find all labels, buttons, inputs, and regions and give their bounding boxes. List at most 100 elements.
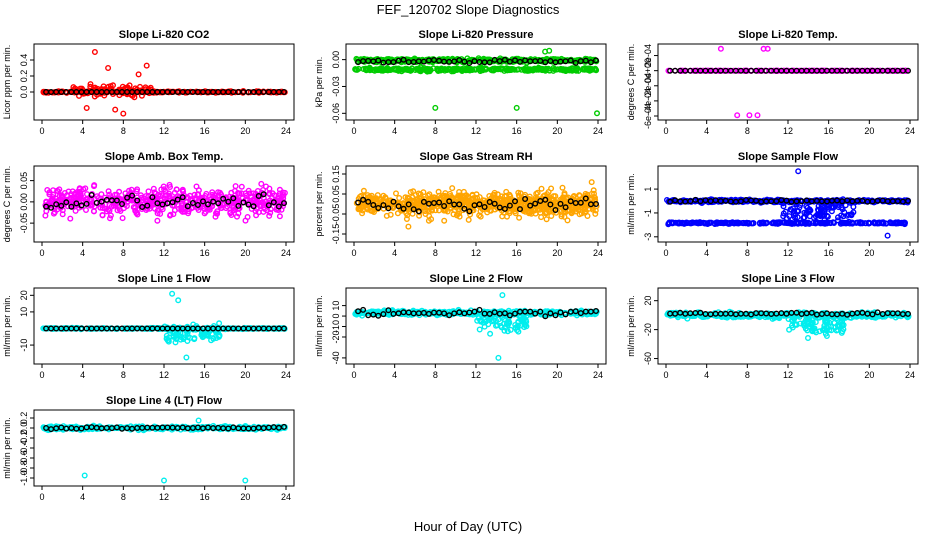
data-point — [594, 110, 601, 117]
data-point — [666, 220, 673, 227]
data-point — [848, 210, 855, 217]
series-3 — [83, 49, 150, 117]
data-point — [191, 335, 198, 342]
data-point — [441, 217, 448, 224]
data-point — [215, 333, 222, 340]
data-point — [512, 324, 519, 331]
data-point — [576, 211, 583, 218]
data-point — [250, 203, 257, 210]
data-point — [459, 198, 466, 205]
data-point — [780, 203, 787, 210]
y-tick-label: -4e-04 — [643, 88, 653, 114]
y-tick-label: -0.06 — [331, 103, 341, 124]
panel-title: Slope Li-820 Pressure — [419, 29, 534, 41]
data-point — [228, 211, 235, 218]
x-tick-label: 24 — [281, 126, 291, 136]
y-tick-label: 0.05 — [331, 185, 341, 203]
data-point — [425, 310, 432, 317]
data-point — [884, 232, 891, 239]
panel-title: Slope Gas Stream RH — [419, 151, 532, 163]
data-point — [593, 200, 600, 207]
data-point — [255, 192, 262, 199]
data-point — [281, 200, 288, 207]
data-point — [494, 195, 501, 202]
data-point — [448, 205, 455, 212]
data-point — [501, 56, 508, 63]
y-tick-label: -3 — [643, 233, 653, 241]
panel-points — [40, 290, 288, 361]
data-point — [475, 315, 482, 322]
data-point — [135, 71, 142, 78]
data-point — [675, 314, 682, 321]
data-point — [117, 207, 124, 214]
data-point — [480, 319, 487, 326]
series-4 — [355, 306, 600, 320]
data-point — [503, 192, 510, 199]
data-point — [83, 104, 90, 111]
data-point — [886, 67, 893, 74]
data-point — [542, 196, 549, 203]
data-point — [491, 56, 498, 63]
data-point — [189, 199, 196, 206]
data-point — [561, 190, 568, 197]
data-point — [461, 58, 468, 65]
data-point — [515, 328, 522, 335]
data-point — [276, 190, 283, 197]
data-point — [179, 194, 186, 201]
data-point — [788, 206, 795, 213]
data-point — [575, 205, 582, 212]
data-point — [456, 57, 463, 64]
data-point — [145, 188, 152, 195]
data-point — [128, 186, 135, 193]
data-point — [263, 183, 270, 190]
data-point — [68, 191, 75, 198]
data-point — [55, 188, 62, 195]
data-point — [136, 83, 143, 90]
data-point — [506, 58, 513, 65]
data-point — [396, 194, 403, 201]
data-point — [179, 187, 186, 194]
data-point — [144, 202, 151, 209]
data-point — [48, 204, 55, 211]
x-tick-label: 12 — [471, 248, 481, 258]
data-point — [441, 202, 448, 209]
data-point — [124, 194, 131, 201]
data-point — [44, 186, 51, 193]
data-point — [476, 212, 483, 219]
data-point — [230, 195, 237, 202]
data-point — [83, 200, 90, 207]
series-3 — [432, 47, 601, 117]
panel-points — [352, 47, 601, 117]
data-point — [106, 201, 113, 208]
data-point — [267, 209, 274, 216]
data-point — [543, 216, 550, 223]
data-point — [515, 189, 522, 196]
data-point — [538, 185, 545, 192]
data-point — [112, 106, 119, 113]
panel-title: Slope Sample Flow — [738, 151, 839, 163]
y-tick-label: -0.03 — [331, 76, 341, 97]
data-point — [591, 190, 598, 197]
data-point — [442, 192, 449, 199]
data-point — [281, 88, 288, 95]
data-point — [90, 208, 97, 215]
data-point — [486, 59, 493, 66]
x-tick-label: 0 — [351, 248, 356, 258]
data-point — [87, 81, 94, 88]
data-point — [405, 223, 412, 230]
data-point — [584, 212, 591, 219]
data-point — [199, 325, 206, 332]
data-point — [128, 91, 135, 98]
data-point — [830, 204, 837, 211]
data-point — [174, 88, 181, 95]
data-point — [542, 67, 549, 74]
data-point — [208, 337, 215, 344]
data-point — [171, 189, 178, 196]
data-point — [590, 187, 597, 194]
data-point — [73, 193, 80, 200]
data-point — [449, 65, 456, 72]
data-point — [493, 322, 500, 329]
data-point — [576, 192, 583, 199]
data-point — [436, 207, 443, 214]
data-point — [428, 206, 435, 213]
